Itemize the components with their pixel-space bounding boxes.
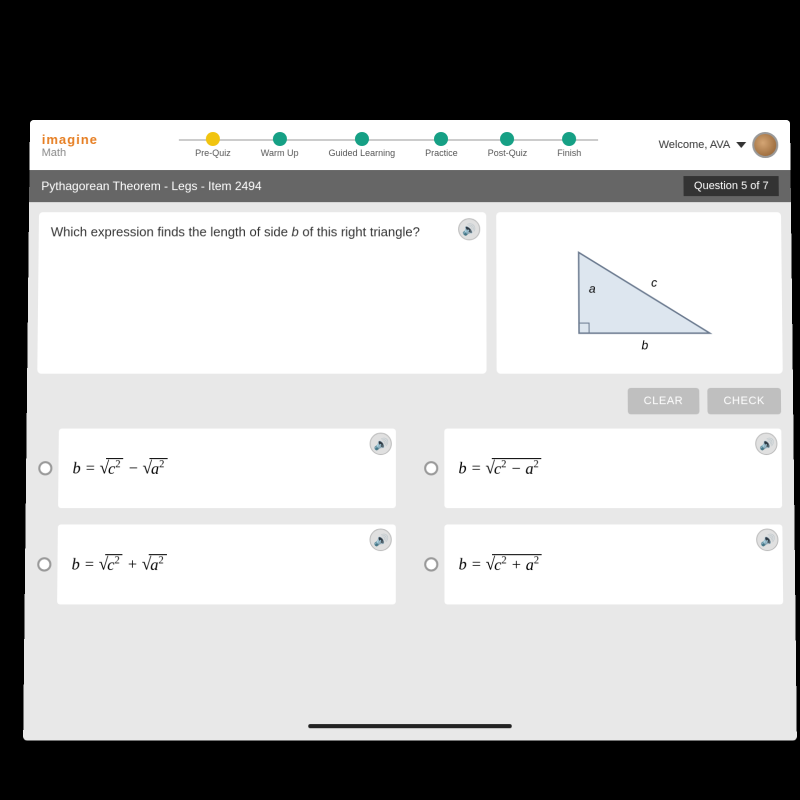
formula: b = c2 − a2: [458, 458, 541, 479]
step-label: Post-Quiz: [488, 148, 528, 158]
step-dot: [206, 132, 220, 146]
radio[interactable]: [424, 461, 438, 475]
option-2[interactable]: b = c2 − a2 🔊: [424, 429, 782, 509]
step-dot: [434, 132, 448, 146]
brand-sub: Math: [42, 147, 98, 159]
step-dot: [500, 132, 514, 146]
step-practice[interactable]: Practice: [425, 132, 458, 158]
step-warm-up[interactable]: Warm Up: [261, 132, 299, 158]
step-label: Practice: [425, 148, 458, 158]
welcome[interactable]: Welcome, AVA: [659, 132, 779, 158]
option-1[interactable]: b = c2 − a2 🔊: [38, 429, 396, 509]
option-3[interactable]: b = c2 + a2 🔊: [37, 524, 396, 604]
step-pre-quiz[interactable]: Pre-Quiz: [195, 132, 231, 158]
step-dot: [562, 132, 576, 146]
question-counter: Question 5 of 7: [684, 176, 779, 196]
svg-text:a: a: [589, 282, 596, 296]
step-label: Finish: [557, 148, 581, 158]
question-card: Which expression finds the length of sid…: [37, 212, 486, 374]
audio-icon[interactable]: 🔊: [370, 433, 392, 455]
option-4[interactable]: b = c2 + a2 🔊: [424, 524, 783, 604]
step-dot: [273, 132, 287, 146]
top-bar: imagine Math Pre-Quiz Warm Up Guided Lea…: [29, 120, 790, 170]
option-card: b = c2 + a2 🔊: [57, 524, 396, 604]
breadcrumb: Pythagorean Theorem - Legs - Item 2494 Q…: [29, 170, 791, 202]
radio[interactable]: [38, 461, 52, 475]
step-label: Warm Up: [261, 148, 299, 158]
step-guided[interactable]: Guided Learning: [328, 132, 395, 158]
svg-text:c: c: [651, 276, 657, 290]
app-screen: imagine Math Pre-Quiz Warm Up Guided Lea…: [23, 120, 797, 741]
formula: b = c2 + a2: [459, 554, 543, 575]
audio-icon[interactable]: 🔊: [458, 218, 480, 240]
welcome-text: Welcome, AVA: [659, 139, 731, 151]
radio[interactable]: [37, 557, 51, 571]
triangle-card: a b c: [496, 212, 782, 374]
option-card: b = c2 − a2 🔊: [58, 429, 396, 509]
brand: imagine Math: [42, 131, 98, 158]
brand-name: imagine: [42, 131, 98, 146]
breadcrumb-title: Pythagorean Theorem - Legs - Item 2494: [41, 179, 261, 193]
audio-icon[interactable]: 🔊: [756, 529, 779, 552]
avatar: [752, 132, 778, 158]
step-dot: [355, 132, 369, 146]
step-finish[interactable]: Finish: [557, 132, 581, 158]
step-label: Pre-Quiz: [195, 148, 231, 158]
triangle-figure: a b c: [559, 232, 721, 353]
home-indicator: [308, 724, 512, 728]
formula: b = c2 − a2: [73, 458, 168, 479]
formula: b = c2 + a2: [72, 554, 167, 575]
chevron-down-icon: [736, 142, 746, 148]
step-label: Guided Learning: [328, 148, 395, 158]
progress-steps: Pre-Quiz Warm Up Guided Learning Practic…: [126, 132, 651, 158]
svg-text:b: b: [642, 338, 649, 352]
radio[interactable]: [424, 557, 438, 571]
question-text: Which expression finds the length of sid…: [51, 224, 420, 239]
check-button[interactable]: CHECK: [707, 388, 781, 414]
clear-button[interactable]: CLEAR: [627, 388, 699, 414]
audio-icon[interactable]: 🔊: [369, 529, 391, 552]
step-post-quiz[interactable]: Post-Quiz: [488, 132, 528, 158]
main-row: Which expression finds the length of sid…: [27, 202, 793, 384]
audio-icon[interactable]: 🔊: [755, 433, 777, 455]
action-row: CLEAR CHECK: [27, 384, 794, 423]
option-card: b = c2 − a2 🔊: [444, 429, 782, 509]
option-card: b = c2 + a2 🔊: [444, 524, 783, 604]
options-grid: b = c2 − a2 🔊 b = c2 − a2 🔊 b = c2 + a2 …: [25, 422, 796, 616]
